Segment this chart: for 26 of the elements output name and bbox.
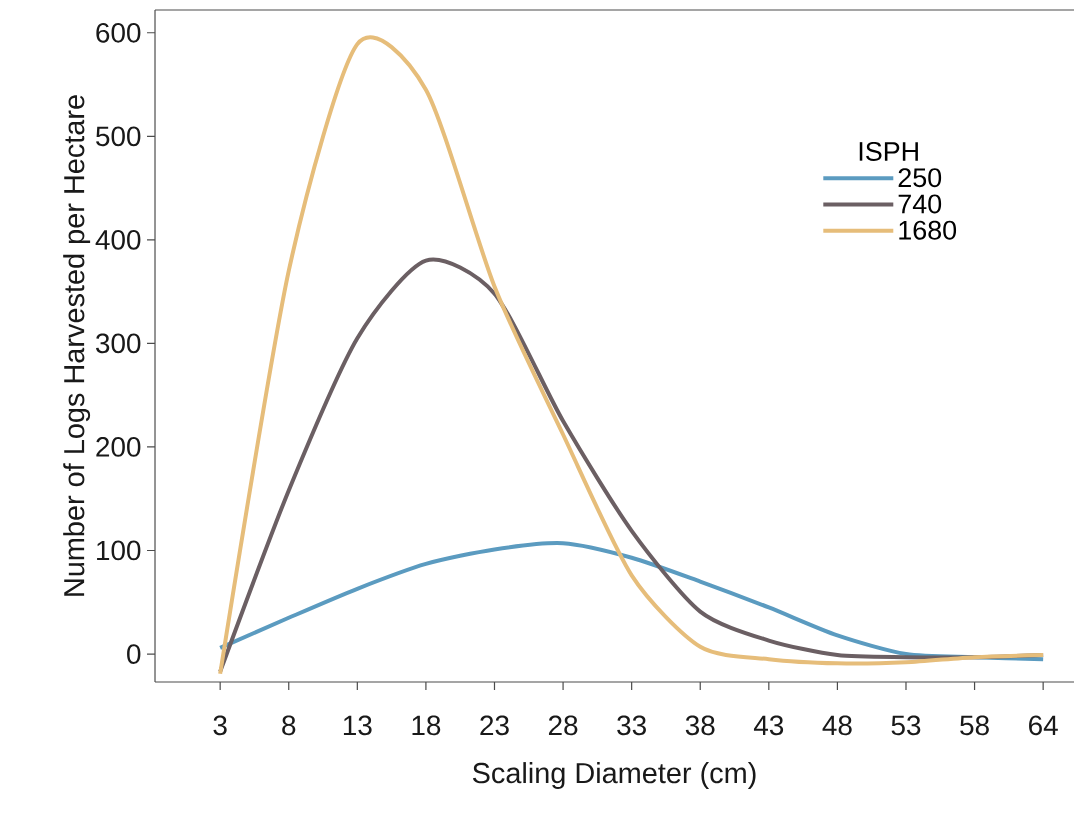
x-tick-label: 58 [960,715,989,736]
y-tick-label: 400 [95,229,141,250]
x-tick-label: 53 [891,715,921,736]
y-tick-label: 300 [96,333,141,354]
y-axis-title: Number of Logs Harvested per Hectare [63,95,91,596]
x-tick-label: 43 [753,715,784,736]
x-tick-label: 18 [412,715,441,736]
x-tick-label: 38 [685,715,715,736]
y-tick-label: 500 [96,126,141,147]
legend-label: 250 [898,168,942,188]
x-tick-label: 23 [480,715,509,736]
x-tick-label: 64 [1029,715,1058,736]
y-tick-label: 0 [127,644,141,664]
y-tick-label: 200 [96,437,141,457]
y-tick-label: 600 [96,22,141,43]
x-axis-title: Scaling Diameter (cm) [472,762,756,790]
x-tick-label: 28 [548,715,578,736]
x-tick-label: 48 [822,715,852,736]
x-tick-label: 3 [213,715,227,736]
x-tick-label: 33 [617,715,646,736]
legend-label: 1680 [899,220,957,240]
x-tick-label: 8 [282,715,296,736]
legend-title: ISPH [859,141,918,161]
y-tick-label: 100 [97,540,141,561]
legend-label: 740 [898,194,942,214]
x-tick-label: 13 [343,715,372,736]
